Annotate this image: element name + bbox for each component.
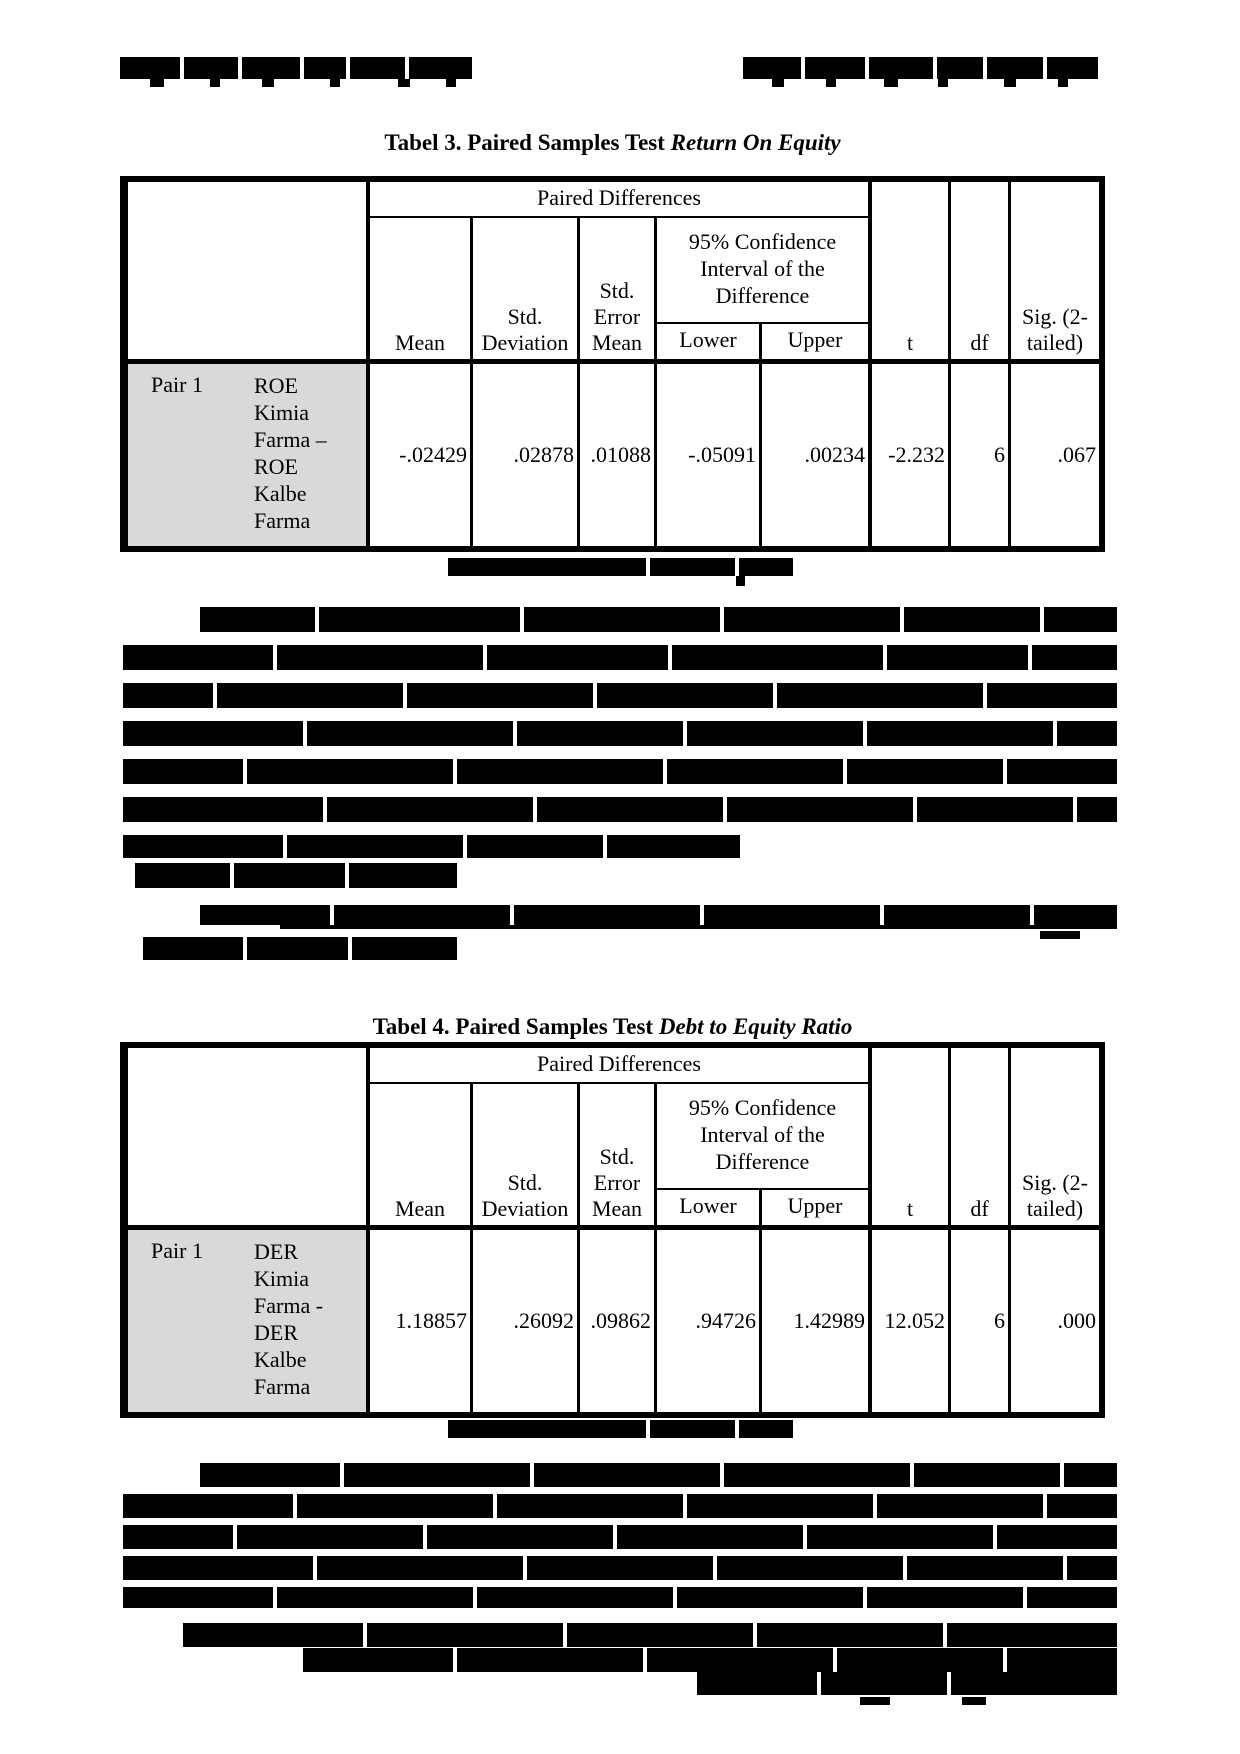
table4-corner-cell bbox=[128, 1048, 370, 1230]
redacted-text-bar bbox=[123, 759, 1117, 784]
redacted-text-bar bbox=[826, 79, 836, 87]
redacted-text-bar bbox=[150, 79, 164, 87]
table3-sig-header: Sig. (2- tailed) bbox=[1011, 182, 1099, 364]
redacted-text-bar bbox=[736, 576, 745, 586]
table4-title-italic: Debt to Equity Ratio bbox=[658, 1014, 853, 1039]
table4-std-error-value: .09862 bbox=[580, 1230, 657, 1412]
table3-mean-value: -.02429 bbox=[370, 364, 473, 546]
redacted-text-bar bbox=[938, 79, 948, 87]
table4-paired-differences-header: Paired Differences bbox=[370, 1048, 872, 1084]
redacted-text-bar bbox=[962, 1697, 986, 1705]
table3-t-value: -2.232 bbox=[872, 364, 951, 546]
table4-upper-header: Upper bbox=[762, 1190, 872, 1230]
table4-lower-header: Lower bbox=[657, 1190, 762, 1230]
table4-row-label-cell: Pair 1 DER Kimia Farma - DER Kalbe Farma bbox=[128, 1230, 370, 1412]
table3-upper-header: Upper bbox=[762, 324, 872, 364]
table3-paired-differences-header: Paired Differences bbox=[370, 182, 872, 218]
redacted-text-bar bbox=[210, 79, 220, 87]
redacted-text-bar bbox=[200, 607, 1117, 632]
table4-pair-description: DER Kimia Farma - DER Kalbe Farma bbox=[254, 1239, 324, 1399]
table3-mean-header: Mean bbox=[370, 218, 473, 364]
redacted-text-bar bbox=[743, 57, 1098, 79]
table3-std-deviation-header: Std. Deviation bbox=[473, 218, 580, 364]
redacted-text-bar bbox=[123, 1494, 1117, 1518]
table3-row-label-cell: Pair 1 ROE Kimia Farma – ROE Kalbe Farma bbox=[128, 364, 370, 546]
redacted-text-bar bbox=[135, 863, 457, 888]
table4-confidence-interval-header: 95% Confidence Interval of the Differenc… bbox=[657, 1084, 872, 1190]
redacted-text-bar bbox=[884, 79, 898, 87]
redacted-text-bar bbox=[123, 1587, 1117, 1608]
table3-sig-value: .067 bbox=[1057, 442, 1097, 467]
table3-lower-header: Lower bbox=[657, 324, 762, 364]
redacted-text-bar bbox=[123, 1525, 1117, 1549]
redacted-text-bar bbox=[120, 57, 472, 79]
redacted-text-bar bbox=[398, 79, 410, 87]
redacted-text-bar bbox=[1040, 931, 1080, 939]
table4-std-deviation-value: .26092 bbox=[473, 1230, 580, 1412]
table4-paired-samples-test: Paired Differences Mean Std. Deviation S… bbox=[120, 1042, 1105, 1418]
redacted-text-bar bbox=[262, 79, 274, 87]
table3-pair-description: ROE Kimia Farma – ROE Kalbe Farma bbox=[254, 373, 327, 533]
table4-title-text: Tabel 4. Paired Samples Test bbox=[372, 1014, 659, 1039]
redacted-text-bar bbox=[1004, 79, 1016, 87]
redacted-text-bar bbox=[123, 1556, 1117, 1580]
table3-corner-cell bbox=[128, 182, 370, 364]
table4-title: Tabel 4. Paired Samples Test Debt to Equ… bbox=[120, 1013, 1105, 1041]
table3-title: Tabel 3. Paired Samples Test Return On E… bbox=[120, 129, 1105, 157]
table4-df-value: 6 bbox=[951, 1230, 1011, 1412]
table3-pair-label: Pair 1 bbox=[151, 372, 203, 397]
redacted-text-bar bbox=[143, 937, 457, 960]
redacted-text-bar bbox=[772, 79, 784, 87]
table3-df-header: df bbox=[951, 182, 1011, 364]
table3-lower-value: -.05091 bbox=[657, 364, 762, 546]
table4-sig-header: Sig. (2- tailed) bbox=[1011, 1048, 1099, 1230]
table3-paired-samples-test: Paired Differences Mean Std. Deviation S… bbox=[120, 176, 1105, 552]
redacted-text-bar bbox=[330, 79, 340, 87]
redacted-text-bar bbox=[183, 1623, 1117, 1647]
table3-std-deviation-value: .02878 bbox=[473, 364, 580, 546]
table3-std-error-value: .01088 bbox=[580, 364, 657, 546]
redacted-text-bar bbox=[697, 1672, 1117, 1695]
table4-lower-value: .94726 bbox=[657, 1230, 762, 1412]
redacted-text-bar bbox=[280, 925, 1117, 929]
table3-df-value: 6 bbox=[951, 364, 1011, 546]
redacted-text-bar bbox=[123, 683, 1117, 708]
redacted-text-bar bbox=[448, 558, 793, 576]
table4-std-error-mean-header: Std. Error Mean bbox=[580, 1084, 657, 1230]
redacted-text-bar bbox=[123, 645, 1117, 670]
table3-confidence-interval-header: 95% Confidence Interval of the Differenc… bbox=[657, 218, 872, 324]
table4-sig-value: .000 bbox=[1057, 1308, 1097, 1333]
table4-t-header: t bbox=[872, 1048, 951, 1230]
redacted-text-bar bbox=[448, 1420, 793, 1438]
table3-t-header: t bbox=[872, 182, 951, 364]
table3-title-text: Tabel 3. Paired Samples Test bbox=[384, 130, 671, 155]
table3-upper-value: .00234 bbox=[762, 364, 872, 546]
redacted-text-bar bbox=[123, 835, 740, 858]
table4-mean-header: Mean bbox=[370, 1084, 473, 1230]
redacted-text-bar bbox=[200, 905, 1117, 925]
redacted-text-bar bbox=[303, 1648, 1117, 1672]
table4-t-value: 12.052 bbox=[872, 1230, 951, 1412]
table4-mean-value: 1.18857 bbox=[370, 1230, 473, 1412]
redacted-text-bar bbox=[123, 797, 1117, 822]
redacted-text-bar bbox=[446, 79, 456, 87]
redacted-text-bar bbox=[200, 1463, 1117, 1487]
table4-df-header: df bbox=[951, 1048, 1011, 1230]
table3-std-error-mean-header: Std. Error Mean bbox=[580, 218, 657, 364]
redacted-text-bar bbox=[123, 721, 1117, 746]
table3-title-italic: Return On Equity bbox=[670, 130, 841, 155]
table4-std-deviation-header: Std. Deviation bbox=[473, 1084, 580, 1230]
table4-pair-label: Pair 1 bbox=[151, 1238, 203, 1263]
redacted-text-bar bbox=[860, 1697, 890, 1705]
table4-upper-value: 1.42989 bbox=[762, 1230, 872, 1412]
redacted-text-bar bbox=[1058, 79, 1068, 87]
